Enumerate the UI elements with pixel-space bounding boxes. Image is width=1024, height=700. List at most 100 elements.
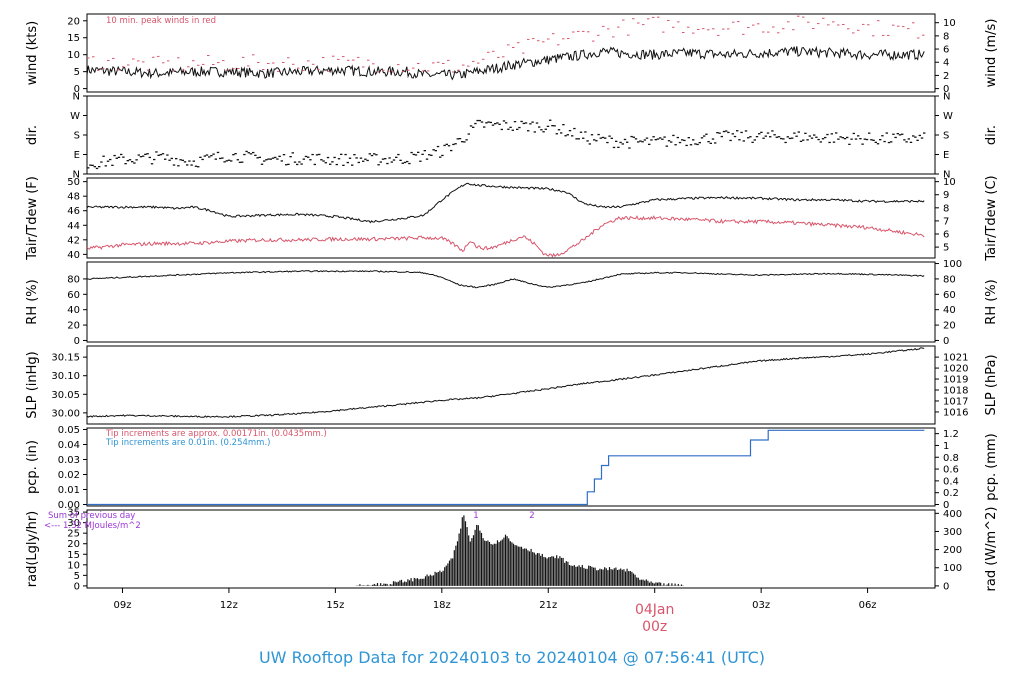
direction-point	[342, 164, 345, 166]
y-tick-label-right: 1	[943, 441, 949, 452]
direction-point	[199, 156, 202, 158]
direction-point	[733, 135, 737, 138]
direction-point	[535, 122, 539, 124]
direction-point	[815, 136, 818, 138]
direction-point	[307, 156, 310, 158]
direction-point	[480, 121, 484, 123]
direction-point	[302, 158, 305, 160]
direction-point	[203, 155, 206, 157]
direction-point	[425, 158, 429, 160]
direction-point	[401, 162, 404, 164]
direction-point	[505, 122, 508, 124]
direction-point	[133, 162, 136, 164]
direction-point	[564, 135, 567, 137]
direction-point	[441, 154, 444, 157]
direction-point	[716, 132, 719, 134]
direction-point	[271, 157, 275, 159]
direction-point	[201, 158, 204, 161]
direction-point	[641, 141, 644, 143]
direction-point	[841, 137, 844, 139]
direction-point	[175, 158, 178, 160]
direction-point	[771, 130, 774, 132]
direction-point	[243, 153, 246, 156]
y-tick-label-right: 10	[943, 177, 956, 188]
y-tick-label: 48	[67, 192, 80, 203]
direction-point	[408, 162, 411, 165]
direction-point	[454, 143, 457, 145]
direction-point	[373, 153, 376, 155]
y-axis-label-right: dir.	[984, 125, 999, 145]
direction-point	[689, 144, 693, 146]
direction-point	[208, 156, 211, 158]
direction-point	[714, 142, 717, 144]
direction-point	[696, 143, 699, 146]
direction-point	[786, 136, 789, 138]
direction-point	[355, 157, 358, 159]
direction-point	[148, 156, 151, 159]
direction-point	[188, 160, 191, 162]
panel-frame	[86, 427, 936, 507]
direction-point	[606, 141, 609, 144]
direction-point	[610, 137, 613, 139]
direction-point	[95, 167, 99, 170]
direction-point	[881, 135, 884, 137]
direction-point	[590, 134, 594, 136]
direction-point	[166, 154, 169, 156]
direction-point	[474, 122, 477, 125]
direction-point	[197, 166, 200, 168]
direction-point	[447, 145, 451, 147]
direction-point	[421, 153, 424, 155]
direction-point	[353, 154, 356, 156]
direction-point	[615, 140, 618, 142]
direction-point	[161, 153, 165, 155]
direction-point	[694, 143, 697, 145]
direction-point	[104, 165, 107, 167]
direction-point	[920, 137, 924, 139]
direction-point	[700, 137, 704, 139]
series-2-1	[87, 119, 926, 170]
direction-point	[366, 159, 369, 162]
series-1-1	[87, 45, 925, 81]
y-tick-label-right: N	[943, 92, 950, 103]
direction-point	[821, 138, 825, 140]
direction-point	[859, 138, 862, 140]
y-tick-label: 10	[67, 560, 80, 571]
direction-point	[186, 164, 189, 166]
y-tick-label: 10	[67, 50, 80, 61]
direction-point	[597, 133, 600, 136]
y-axis-label: RH (%)	[25, 279, 40, 324]
direction-point	[359, 157, 363, 159]
y-axis-label-right: Tair/Tdew (C)	[984, 175, 999, 261]
x-tick-label: 15z	[326, 600, 344, 611]
direction-point	[608, 135, 611, 137]
direction-point	[555, 133, 558, 135]
direction-point	[318, 153, 321, 156]
direction-point	[870, 139, 873, 141]
direction-point	[377, 164, 380, 166]
direction-point	[384, 158, 387, 160]
direction-point	[753, 139, 756, 141]
direction-point	[263, 160, 266, 162]
direction-point	[817, 138, 820, 141]
y-tick-label-right: S	[943, 131, 949, 142]
direction-point	[540, 129, 543, 131]
panel-4: 0 20 40 60 80 0 20 40 60 80 100 RH (%) RH (%)	[25, 259, 999, 347]
direction-point	[520, 120, 523, 123]
direction-point	[784, 141, 787, 144]
direction-point	[496, 122, 499, 124]
direction-point	[296, 163, 299, 166]
direction-point	[249, 153, 253, 155]
direction-point	[843, 138, 847, 140]
direction-point	[531, 121, 534, 123]
panel-5: 30.00 30.05 30.10 30.15 10161017101810191020…	[25, 345, 999, 425]
direction-point	[749, 136, 752, 138]
direction-point	[848, 143, 851, 145]
direction-point	[436, 145, 440, 148]
direction-point	[117, 156, 121, 158]
direction-point	[872, 139, 875, 141]
direction-point	[835, 132, 838, 134]
direction-point	[707, 141, 710, 143]
direction-point	[782, 138, 785, 140]
